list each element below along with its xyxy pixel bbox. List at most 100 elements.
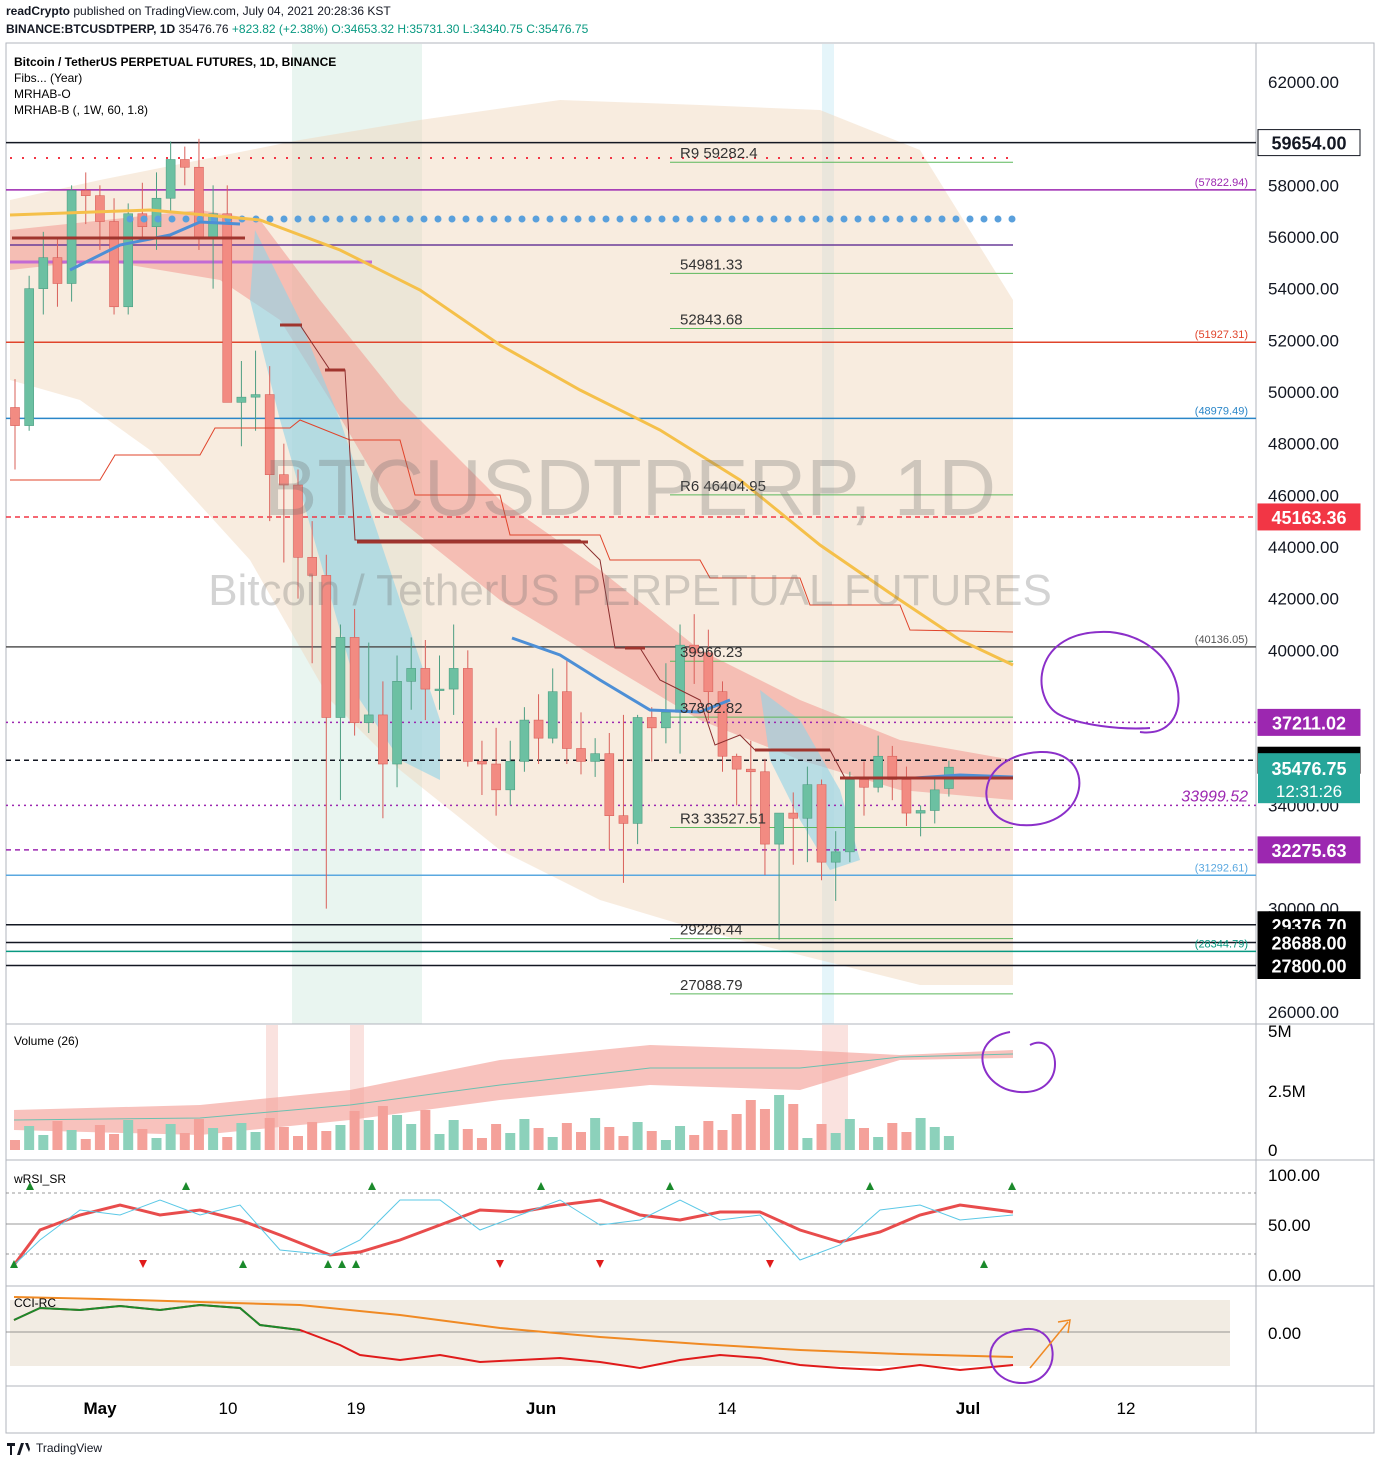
price-axis-tick: 42000.00 — [1268, 590, 1339, 609]
pivot-dot — [686, 215, 694, 223]
pivot-dot — [364, 215, 372, 223]
pivot-dot — [812, 215, 820, 223]
close-value: C:35476.75 — [526, 22, 589, 36]
candle-body — [533, 719, 544, 739]
publish-info: published on TradingView.com, July 04, 2… — [73, 4, 391, 18]
volume-pane-title: Volume (26) — [14, 1034, 79, 1048]
price-label: 59654.00 — [1271, 134, 1346, 154]
volume-bar — [731, 1114, 742, 1150]
volume-bar — [745, 1100, 756, 1150]
level-tag: (57822.94) — [1195, 177, 1248, 189]
pivot-dot — [378, 215, 386, 223]
price-axis-tick: 44000.00 — [1268, 538, 1339, 557]
candle-body — [52, 257, 63, 284]
pivot-dot — [616, 215, 624, 223]
pivot-dot — [602, 215, 610, 223]
level-tag: (28344.79) — [1195, 938, 1248, 950]
pivot-dot — [434, 215, 442, 223]
volume-bar — [675, 1126, 686, 1150]
signal-arrow — [324, 1260, 332, 1268]
candle-body — [406, 668, 417, 682]
volume-bar — [222, 1137, 233, 1150]
x-label-14: 14 — [718, 1399, 737, 1418]
pivot-dot — [490, 215, 498, 223]
tradingview-footer: TradingView — [6, 1440, 102, 1456]
legend-mrhab-b: MRHAB-B (, 1W, 60, 1.8) — [14, 103, 148, 117]
publish-header: readCrypto published on TradingView.com,… — [6, 4, 391, 18]
last-value: 35476.76 — [178, 22, 229, 36]
candle-body — [547, 691, 558, 739]
signal-arrow — [866, 1182, 874, 1190]
level-tag: 33999.52 — [1181, 788, 1248, 805]
fib-level-label: 27088.79 — [680, 977, 743, 994]
pivot-dot — [266, 215, 274, 223]
signal-arrow — [496, 1260, 504, 1268]
countdown-label: 12:31:26 — [1276, 782, 1342, 801]
volume-axis-zero: 0 — [1268, 1141, 1277, 1160]
volume-bar — [816, 1124, 827, 1150]
pivot-dot — [182, 215, 190, 223]
volume-bar — [406, 1124, 417, 1150]
pivot-dot — [406, 215, 414, 223]
candle-body — [38, 257, 49, 289]
price-label-box — [1257, 836, 1361, 864]
volume-bar — [646, 1131, 657, 1150]
volume-bar — [66, 1130, 77, 1150]
pivot-dot — [924, 215, 932, 223]
x-label-12: 12 — [1117, 1399, 1136, 1418]
level-tag: (51927.31) — [1195, 329, 1248, 341]
annotation-arrow-head — [1057, 1319, 1071, 1334]
pivot-dot — [630, 215, 638, 223]
volume-bar — [165, 1124, 176, 1150]
volume-bar — [109, 1134, 120, 1150]
candle-body — [703, 652, 714, 692]
pivot-dot — [910, 215, 918, 223]
candle-body — [80, 190, 91, 196]
fib-level-label: R3 33527.51 — [680, 811, 766, 828]
volume-bar — [420, 1110, 431, 1150]
volume-ma-line — [13, 1053, 1014, 1121]
volume-bar — [929, 1127, 940, 1150]
candle-body — [901, 779, 912, 814]
pivot-dot — [560, 215, 568, 223]
candle-body — [816, 784, 827, 863]
candle-body — [604, 753, 615, 816]
pivot-dot — [574, 215, 582, 223]
price-axis-tick: 52000.00 — [1268, 331, 1339, 350]
signal-arrow — [666, 1182, 674, 1190]
candle-body — [845, 779, 855, 853]
volume-bar — [802, 1138, 813, 1150]
candle-body — [788, 812, 799, 819]
candle-body — [279, 474, 289, 486]
volume-bar — [278, 1127, 289, 1150]
annotation-circle — [985, 750, 1081, 827]
volume-bar — [759, 1109, 770, 1150]
level-tag: (40136.05) — [1195, 634, 1248, 646]
volume-bar — [476, 1138, 487, 1150]
pivot-dot — [798, 215, 806, 223]
candle-body — [236, 396, 247, 403]
volume-bar — [632, 1122, 643, 1150]
volume-bar — [788, 1104, 799, 1150]
volume-bar — [193, 1119, 204, 1150]
price-label-box — [1257, 708, 1361, 736]
candle-body — [349, 637, 360, 723]
pivot-dot — [504, 215, 512, 223]
volume-bar — [179, 1133, 190, 1150]
pivot-dot — [700, 215, 708, 223]
candle-body — [661, 712, 671, 729]
wrsi-axis-50: 50.00 — [1268, 1216, 1311, 1235]
symbol-name: BINANCE:BTCUSDTPERP, 1D — [6, 22, 176, 36]
x-label-19: 19 — [347, 1399, 366, 1418]
volume-bar — [137, 1129, 148, 1150]
candle-body — [392, 681, 402, 765]
cci-line-positive — [13, 1303, 301, 1331]
candle-body — [590, 753, 600, 762]
pivot-dot — [532, 215, 540, 223]
last-price-label: 35476.75 — [1271, 759, 1346, 779]
pivot-dot — [462, 215, 470, 223]
annotation-circle — [989, 1327, 1054, 1385]
price-axis-tick: 26000.00 — [1268, 1003, 1339, 1022]
signal-arrow — [352, 1260, 360, 1268]
